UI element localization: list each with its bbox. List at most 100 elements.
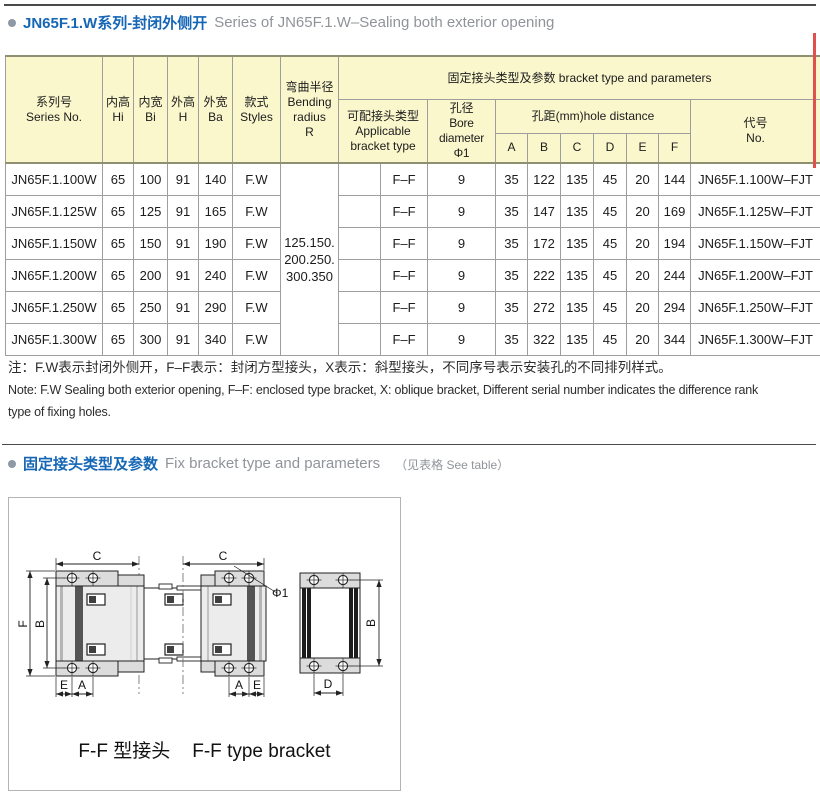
cell-b: 272 [527, 291, 561, 324]
cell-bracket: F–F [380, 162, 428, 196]
cell-f: 294 [658, 291, 691, 324]
cell-c: 135 [560, 162, 594, 196]
cell-h: 91 [167, 195, 199, 228]
cell-h: 91 [167, 291, 199, 324]
cell-ba: 240 [198, 259, 233, 292]
cell-code: JN65F.1.300W–FJT [689, 323, 820, 356]
cell-d: 45 [593, 323, 627, 356]
front-view-dimensions: C C Φ1 F B E A [16, 549, 289, 697]
cell-f: 144 [658, 162, 691, 196]
cell-hi: 65 [102, 162, 134, 196]
dim-label-a-right: A [235, 678, 243, 692]
cell-bracket: F–F [380, 259, 428, 292]
cell-e: 20 [626, 259, 659, 292]
cell-f: 194 [658, 227, 691, 260]
spec-table-head: 系列号 Series No. 内高 Hi 内宽 Bi 外高 H 外宽 Ba 款式… [5, 55, 820, 164]
col-header-hi: 内高 Hi [102, 55, 134, 164]
col-header-series: 系列号 Series No. [5, 55, 103, 164]
front-view [55, 556, 267, 694]
cell-c: 135 [560, 227, 594, 260]
cell-a: 35 [495, 291, 528, 324]
cell-d: 45 [593, 195, 627, 228]
section2-title-zh: 固定接头类型及参数 [23, 456, 159, 473]
slot [212, 593, 232, 656]
side-view-dimensions: B D [313, 579, 383, 696]
bullet-icon [8, 18, 16, 27]
col-header-c: C [560, 132, 594, 164]
col-header-bracket-group: 固定接头类型及参数 bracket type and parameters [337, 55, 820, 100]
cell-h: 91 [167, 162, 199, 196]
cell-bracket: F–F [380, 291, 428, 324]
cell-e: 20 [626, 195, 659, 228]
dim-label-a-left: A [78, 678, 86, 692]
dim-label-c-left: C [93, 549, 102, 563]
col-header-f: F [658, 132, 691, 164]
drawing-caption-zh: F-F 型接头 [78, 741, 171, 762]
dim-label-b-front: B [33, 620, 47, 628]
cell-f: 244 [658, 259, 691, 292]
cell-bi: 300 [133, 323, 168, 356]
cell-e: 20 [626, 162, 659, 196]
cell-bi: 100 [133, 162, 168, 196]
cell-b: 147 [527, 195, 561, 228]
bullet-icon [8, 459, 16, 468]
section1-header: JN65F.1.W系列-封闭外侧开 Series of JN65F.1.W–Se… [8, 12, 554, 33]
cell-style: F.W [232, 323, 281, 356]
cell-c: 135 [560, 259, 594, 292]
cell-c: 135 [560, 291, 594, 324]
cell-series: JN65F.1.250W [5, 291, 103, 324]
cell-a: 35 [495, 227, 528, 260]
cell-series: JN65F.1.100W [5, 162, 103, 196]
cell-style: F.W [232, 162, 281, 196]
cell-e: 20 [626, 227, 659, 260]
table-row: JN65F.1.150W 65 150 91 190 F.W F–F 9 35 172 135 45 2… [5, 227, 820, 260]
section2-title-en: Fix bracket type and parameters [165, 455, 381, 472]
section2-hint: （见表格 See table） [395, 458, 510, 472]
col-header-a: A [495, 132, 528, 164]
col-header-bending-radius: 弯曲半径 Bending radius R [280, 55, 339, 164]
side-view [299, 571, 361, 675]
cell-ba: 290 [198, 291, 233, 324]
cell-h: 91 [167, 323, 199, 356]
cell-style: F.W [232, 259, 281, 292]
dim-label-d: D [324, 677, 333, 691]
col-header-e: E [626, 132, 659, 164]
table-row: JN65F.1.300W 65 300 91 340 F.W F–F 9 35 322 135 45 2… [5, 323, 820, 356]
section1-title-en: Series of JN65F.1.W–Sealing both exterio… [214, 14, 555, 31]
col-header-applicable-bracket: 可配接头类型 Applicable bracket type [338, 99, 428, 164]
top-rule [4, 4, 816, 6]
table-row: JN65F.1.250W 65 250 91 290 F.W F–F 9 35 272 135 45 2… [5, 291, 820, 324]
cell-bi: 200 [133, 259, 168, 292]
cell-c: 135 [560, 323, 594, 356]
header-row-1: 系列号 Series No. 内高 Hi 内宽 Bi 外高 H 外宽 Ba 款式… [5, 55, 820, 164]
cell-bi: 250 [133, 291, 168, 324]
cell-hi: 65 [102, 291, 134, 324]
table-row: JN65F.1.125W 65 125 91 165 F.W F–F 9 35 147 135 45 2… [5, 195, 820, 228]
slot [86, 593, 106, 656]
col-header-styles: 款式 Styles [232, 55, 281, 164]
col-header-d: D [593, 132, 627, 164]
cell-bi: 150 [133, 227, 168, 260]
cell-spacer [338, 162, 381, 196]
cell-f: 344 [658, 323, 691, 356]
cell-hi: 65 [102, 323, 134, 356]
cell-style: F.W [232, 291, 281, 324]
cell-b: 322 [527, 323, 561, 356]
cell-spacer [338, 323, 381, 356]
col-header-hole-distance: 孔距(mm)hole distance [495, 99, 691, 134]
cell-a: 35 [495, 162, 528, 196]
section2-header: 固定接头类型及参数 Fix bracket type and parameter… [8, 453, 509, 474]
dim-label-phi1: Φ1 [272, 586, 289, 600]
cell-bore: 9 [427, 259, 496, 292]
col-header-ba: 外宽 Ba [198, 55, 233, 164]
dim-label-e-right: E [253, 678, 261, 692]
cell-c: 135 [560, 195, 594, 228]
cell-ba: 165 [198, 195, 233, 228]
cell-style: F.W [232, 227, 281, 260]
cell-a: 35 [495, 195, 528, 228]
cell-series: JN65F.1.125W [5, 195, 103, 228]
cell-spacer [338, 291, 381, 324]
spec-table: 系列号 Series No. 内高 Hi 内宽 Bi 外高 H 外宽 Ba 款式… [5, 55, 820, 356]
header-row-2: 可配接头类型 Applicable bracket type 孔径 Bore d… [6, 99, 820, 164]
cell-a: 35 [495, 259, 528, 292]
